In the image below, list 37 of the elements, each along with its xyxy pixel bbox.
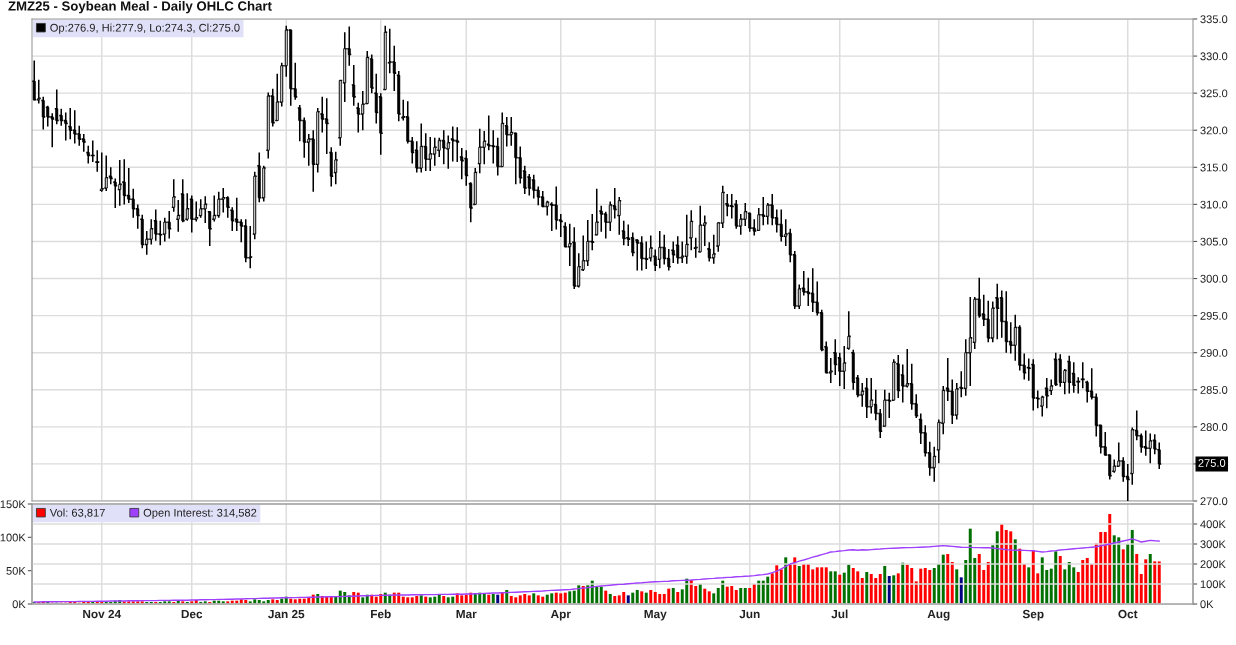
- y-tick-label: 310.0: [1200, 200, 1228, 209]
- y-tick-label: 320.0: [1200, 126, 1228, 135]
- y-tick-label: 295.0: [1200, 311, 1228, 320]
- y-tick-label: 335.0: [1200, 15, 1228, 24]
- chart-title: ZMZ25 - Soybean Meal - Daily OHLC Chart: [8, 1, 272, 14]
- y-tick-label: 0K: [12, 600, 26, 609]
- x-tick-label: Oct: [1118, 609, 1138, 619]
- y-tick-label: 305.0: [1200, 237, 1228, 246]
- x-tick-label: Jul: [831, 609, 848, 619]
- x-tick-label: Feb: [371, 609, 391, 619]
- y2-tick-label: 300K: [1200, 540, 1226, 549]
- y-tick-label: 100K: [0, 533, 26, 542]
- y2-tick-label: 400K: [1200, 520, 1226, 529]
- y2-tick-label: 200K: [1200, 560, 1226, 569]
- x-tick-label: Aug: [927, 609, 950, 621]
- x-tick-label: Jan 25: [268, 609, 305, 619]
- x-tick-label: Sep: [1022, 609, 1044, 621]
- x-tick-label: Apr: [550, 609, 571, 621]
- y-tick-label: 300.0: [1200, 274, 1228, 283]
- x-tick-label: Nov 24: [83, 609, 122, 619]
- x-tick-label: May: [644, 609, 667, 621]
- y-tick-label: 285.0: [1200, 386, 1228, 394]
- y-tick-label: 50K: [6, 566, 26, 575]
- legend-label: Op:276.9, Hi:277.9, Lo:274.3, Cl:275.0: [50, 23, 240, 34]
- x-tick-label: Mar: [456, 609, 477, 619]
- legend-label: Open Interest: 314,582: [143, 508, 257, 519]
- y-tick-label: 330.0: [1200, 52, 1228, 61]
- y-tick-label: 315.0: [1200, 163, 1228, 172]
- legend-label: Vol: 63,817: [49, 508, 105, 518]
- y-tick-label: 150K: [0, 500, 26, 509]
- text: 275.0: [1198, 459, 1226, 467]
- x-tick-label: Dec: [181, 609, 203, 619]
- y-tick-label: 325.0: [1200, 89, 1228, 98]
- y-tick-label: 290.0: [1200, 348, 1228, 357]
- x-tick-label: Jun: [739, 609, 760, 619]
- y-tick-label: 280.0: [1200, 423, 1228, 431]
- y-tick-label: 270.0: [1200, 497, 1228, 506]
